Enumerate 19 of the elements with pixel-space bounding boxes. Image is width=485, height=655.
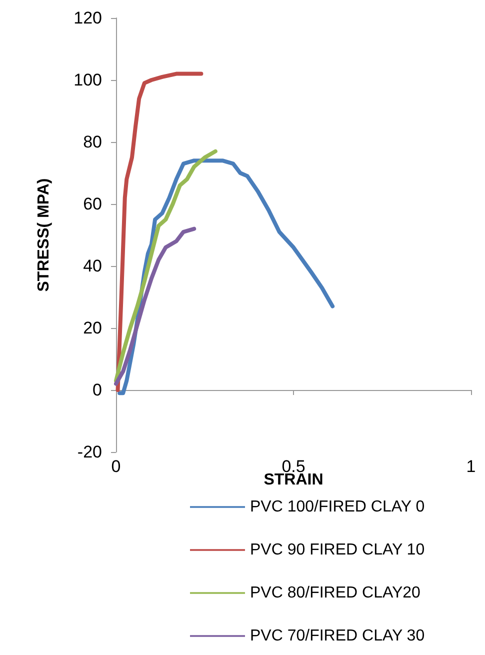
line-series — [116, 72, 204, 392]
y-tick-label: 0 — [92, 380, 102, 400]
y-tick-label: 80 — [83, 132, 102, 152]
y-tick-label: 20 — [83, 318, 102, 338]
y-tick-label: 40 — [83, 256, 102, 276]
legend-label: PVC 100/FIRED CLAY 0 — [250, 498, 425, 516]
legend-label: PVC 70/FIRED CLAY 30 — [250, 628, 425, 644]
y-tick-label: -20 — [77, 442, 102, 462]
line-series — [114, 149, 218, 383]
line-series — [114, 226, 196, 386]
x-axis-title: STRAIN — [264, 472, 324, 488]
x-tick-label: 1 — [466, 457, 476, 476]
legend-label: PVC 90 FIRED CLAY 10 — [250, 542, 425, 558]
y-axis-title: STRESS( MPA) — [36, 178, 52, 292]
y-tick-label: 60 — [83, 194, 102, 214]
legend-label: PVC 80/FIRED CLAY20 — [250, 584, 421, 602]
x-tick-label: 0 — [111, 457, 121, 476]
y-tick-label: 120 — [74, 8, 102, 28]
y-tick-label: 100 — [74, 70, 102, 90]
